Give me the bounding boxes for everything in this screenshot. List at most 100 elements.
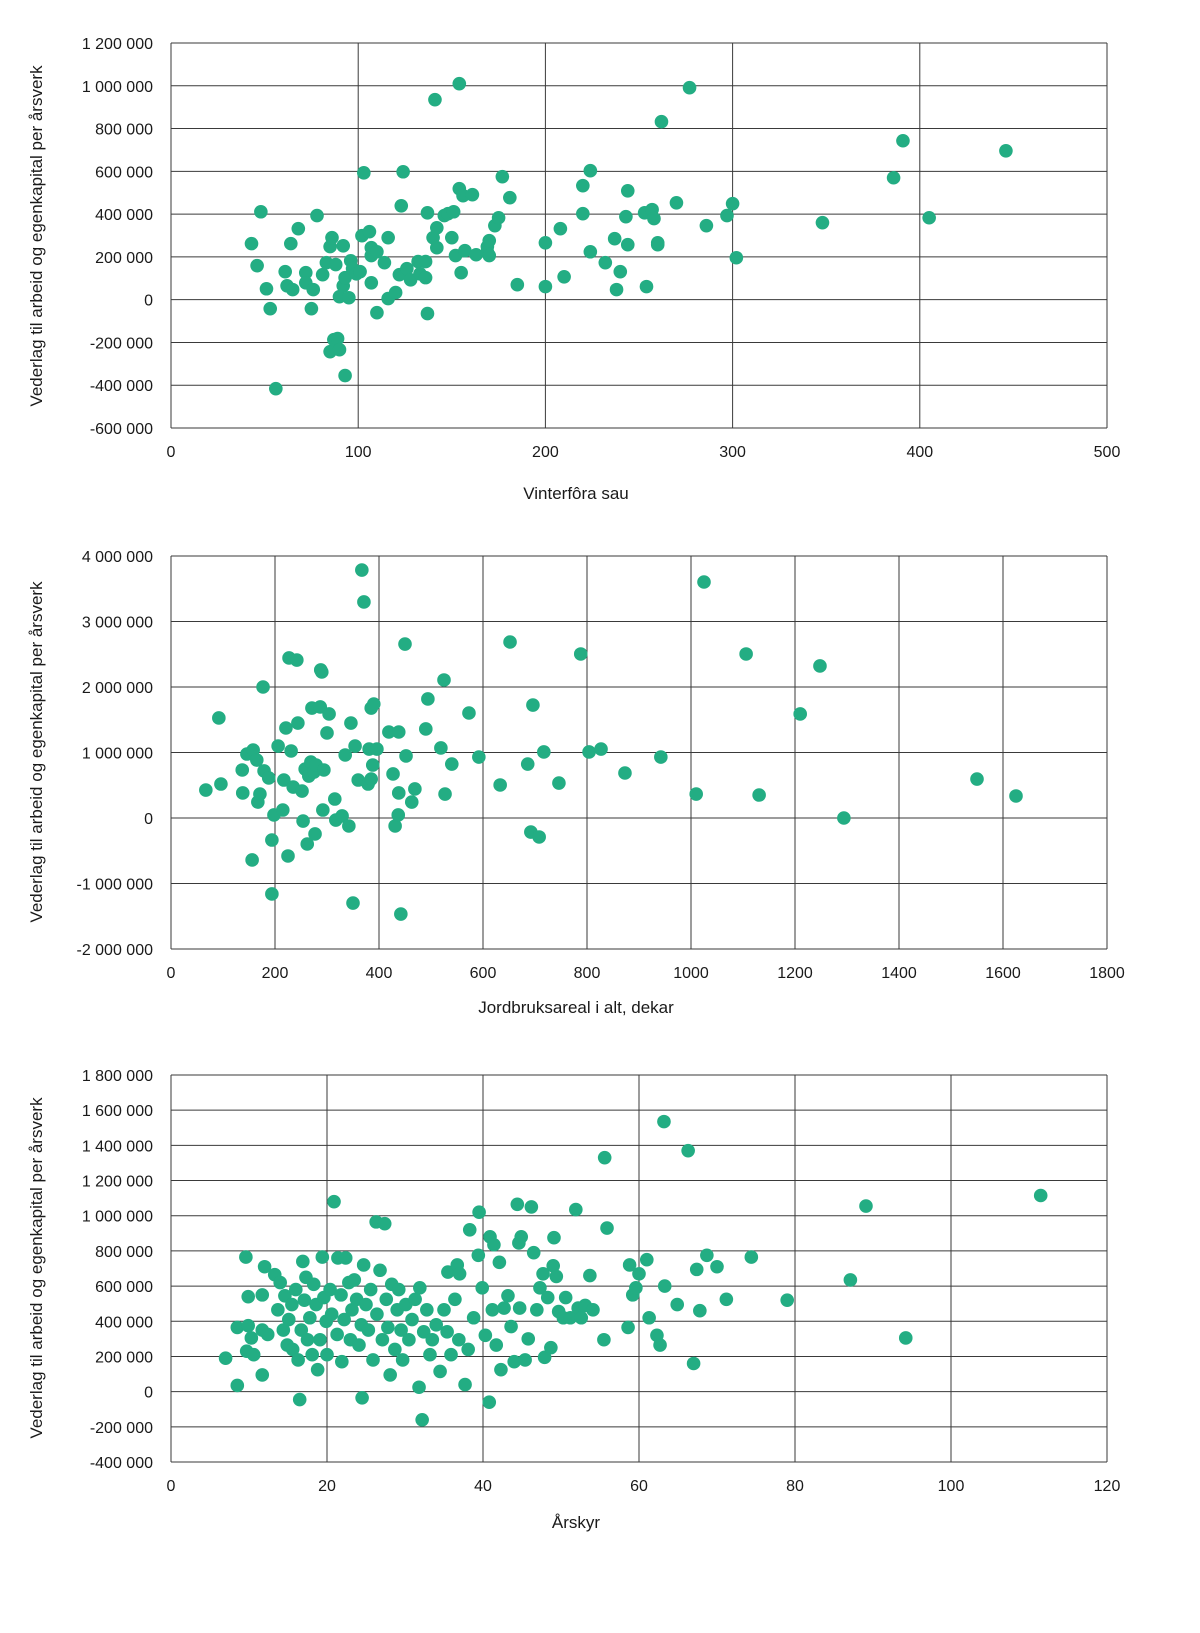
data-point bbox=[257, 1259, 272, 1274]
data-point bbox=[285, 1342, 300, 1357]
data-point bbox=[279, 721, 293, 735]
data-point bbox=[271, 739, 285, 753]
data-point bbox=[536, 1266, 550, 1281]
data-point bbox=[356, 1258, 371, 1272]
data-point bbox=[391, 1282, 406, 1297]
data-point bbox=[682, 80, 697, 95]
data-point bbox=[583, 163, 598, 178]
data-point bbox=[416, 1325, 431, 1339]
data-point bbox=[365, 758, 380, 772]
x-tick-label: 20 bbox=[318, 1478, 336, 1495]
data-point bbox=[503, 635, 517, 649]
data-point bbox=[898, 1331, 913, 1345]
data-point bbox=[469, 247, 483, 262]
data-point bbox=[281, 849, 295, 863]
data-point bbox=[503, 190, 517, 205]
data-point bbox=[418, 270, 433, 285]
data-point bbox=[336, 238, 351, 253]
data-point bbox=[482, 1395, 497, 1409]
y-tick-label: -1 000 000 bbox=[76, 877, 153, 894]
data-point bbox=[752, 788, 766, 802]
data-point bbox=[598, 255, 613, 270]
data-point bbox=[466, 1310, 481, 1325]
data-point bbox=[281, 1312, 296, 1327]
data-point bbox=[381, 1320, 395, 1335]
x-tick-label: 400 bbox=[906, 444, 933, 461]
data-point bbox=[689, 1262, 704, 1277]
data-point bbox=[569, 1202, 583, 1217]
data-point bbox=[294, 1323, 309, 1337]
data-point bbox=[255, 1368, 270, 1382]
data-point bbox=[440, 1325, 454, 1339]
data-point bbox=[1033, 1188, 1048, 1203]
data-point bbox=[576, 178, 590, 193]
data-point bbox=[510, 277, 525, 292]
data-point bbox=[322, 707, 336, 721]
data-point bbox=[618, 766, 632, 780]
x-tick-label: 120 bbox=[1094, 1478, 1121, 1495]
x-axis-title: Årskyr bbox=[552, 1513, 601, 1532]
data-point bbox=[492, 1255, 507, 1270]
data-point bbox=[370, 742, 384, 756]
data-point bbox=[421, 692, 435, 706]
data-point bbox=[335, 809, 349, 823]
data-point bbox=[423, 1347, 437, 1362]
data-point bbox=[347, 1273, 362, 1287]
data-point bbox=[472, 1205, 486, 1220]
data-point bbox=[297, 1293, 312, 1307]
y-tick-label: 4 000 000 bbox=[82, 549, 153, 566]
data-point bbox=[886, 170, 901, 185]
data-point bbox=[458, 243, 472, 258]
data-point bbox=[594, 742, 608, 756]
data-point bbox=[315, 267, 330, 282]
data-point bbox=[289, 1282, 303, 1297]
data-point bbox=[444, 1347, 458, 1362]
y-tick-label: -200 000 bbox=[90, 1420, 153, 1437]
data-point bbox=[434, 741, 448, 755]
data-point bbox=[381, 230, 395, 245]
data-point bbox=[332, 342, 347, 357]
data-point bbox=[404, 795, 419, 809]
x-tick-label: 400 bbox=[366, 965, 393, 982]
y-tick-label: 1 000 000 bbox=[82, 1209, 153, 1226]
x-tick-label: 80 bbox=[786, 1478, 804, 1495]
data-point bbox=[250, 258, 264, 273]
x-tick-label: 200 bbox=[532, 444, 559, 461]
data-point bbox=[292, 1392, 307, 1407]
data-point bbox=[345, 1303, 359, 1317]
data-point bbox=[544, 1340, 558, 1355]
data-point bbox=[428, 92, 442, 107]
data-point bbox=[462, 706, 476, 720]
data-point bbox=[402, 1332, 416, 1347]
data-point bbox=[277, 773, 291, 787]
data-point bbox=[540, 1290, 555, 1305]
data-point bbox=[538, 235, 553, 250]
data-point bbox=[245, 853, 259, 867]
data-point bbox=[620, 183, 635, 198]
data-point bbox=[249, 753, 264, 767]
data-point bbox=[843, 1273, 858, 1287]
data-point bbox=[364, 275, 379, 290]
data-point bbox=[330, 331, 345, 346]
data-point bbox=[420, 1303, 434, 1317]
data-point bbox=[418, 254, 433, 269]
data-point bbox=[583, 244, 598, 259]
data-point bbox=[399, 749, 413, 763]
data-point bbox=[491, 210, 506, 225]
data-point bbox=[452, 1332, 466, 1347]
data-point bbox=[657, 1114, 671, 1129]
data-point bbox=[620, 237, 635, 252]
data-point bbox=[344, 716, 358, 730]
data-point bbox=[355, 1390, 369, 1405]
data-point bbox=[613, 264, 628, 279]
data-point bbox=[639, 279, 654, 294]
y-tick-label: 200 000 bbox=[95, 1349, 153, 1366]
data-point bbox=[391, 725, 406, 739]
data-point bbox=[246, 1347, 261, 1362]
data-point bbox=[269, 381, 283, 396]
x-tick-label: 1000 bbox=[673, 965, 709, 982]
data-point bbox=[629, 1281, 643, 1295]
y-tick-label: 0 bbox=[144, 293, 153, 310]
y-tick-label: 600 000 bbox=[95, 164, 153, 181]
data-point bbox=[681, 1143, 695, 1158]
